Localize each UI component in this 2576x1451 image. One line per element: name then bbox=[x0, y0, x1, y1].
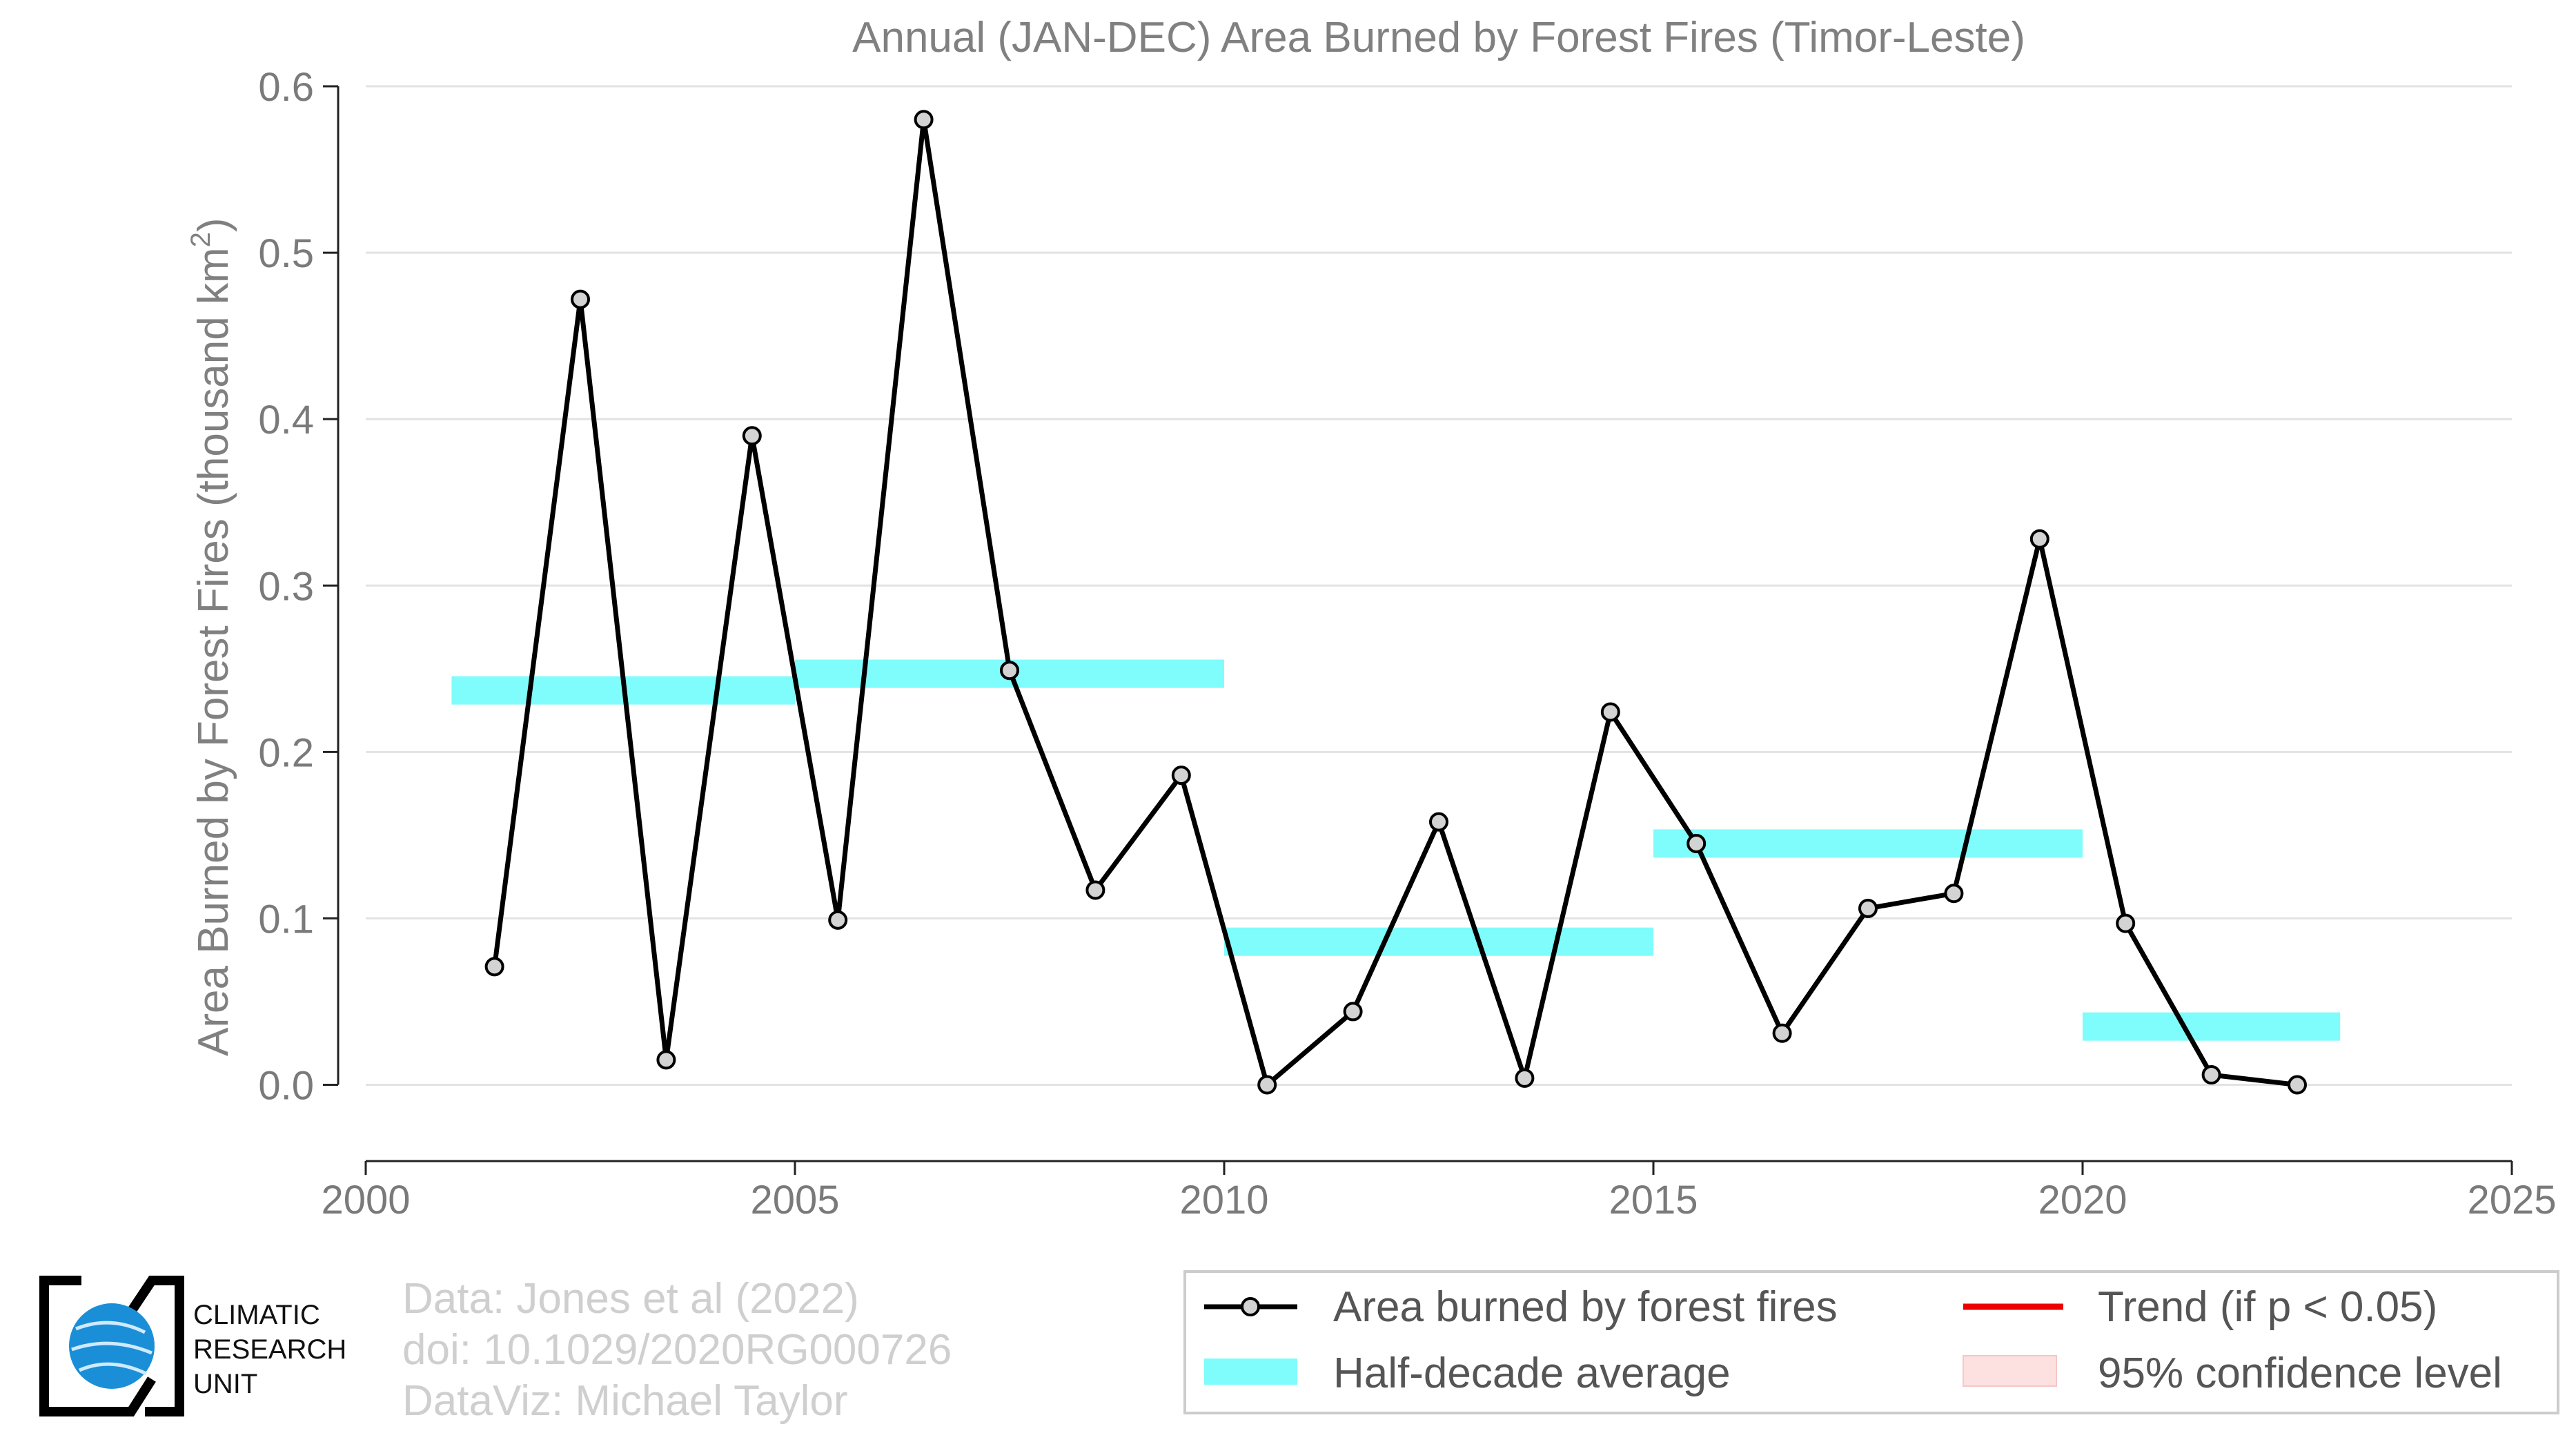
y-tick-label: 0.1 bbox=[258, 897, 314, 942]
logo-bracket-left bbox=[39, 1276, 156, 1416]
logo-bracket-right bbox=[127, 1276, 184, 1416]
x-tick-label: 2020 bbox=[2038, 1178, 2127, 1223]
data-point bbox=[1944, 884, 1964, 904]
credits: Data: Jones et al (2022) doi: 10.1029/20… bbox=[402, 1274, 952, 1427]
chart-title: Annual (JAN-DEC) Area Burned by Forest F… bbox=[852, 14, 2025, 61]
credit-dataviz: DataViz: Michael Taylor bbox=[402, 1377, 848, 1425]
data-point bbox=[914, 110, 934, 130]
data-point bbox=[1772, 1023, 1792, 1043]
data-point bbox=[2029, 529, 2049, 549]
data-series bbox=[484, 110, 2307, 1095]
legend-label-half-decade: Half-decade average bbox=[1333, 1350, 1731, 1397]
legend-marker-swatch bbox=[1241, 1297, 1260, 1316]
legend-label-confidence: 95% confidence level bbox=[2098, 1350, 2502, 1397]
y-tick-label: 0.6 bbox=[258, 65, 314, 110]
cru-wordmark: CLIMATIC RESEARCH UNIT bbox=[193, 1298, 346, 1401]
x-tick-label: 2000 bbox=[321, 1178, 410, 1223]
cru-logo bbox=[39, 1276, 184, 1416]
legend-ci-swatch bbox=[1963, 1355, 2057, 1387]
x-tick-label: 2015 bbox=[1609, 1178, 1698, 1223]
data-point bbox=[571, 289, 590, 309]
series-line bbox=[492, 119, 2298, 1089]
y-axis-label: Area Burned by Forest Fires (thousand km… bbox=[186, 217, 237, 1056]
data-point bbox=[2288, 1075, 2307, 1095]
y-tick-label: 0.2 bbox=[258, 730, 314, 775]
cru-line-2: RESEARCH bbox=[193, 1334, 347, 1365]
credit-doi: doi: 10.1029/2020RG000726 bbox=[402, 1326, 952, 1374]
globe-swirl-icon bbox=[71, 1321, 153, 1376]
y-axis: 0.0 0.1 0.2 0.3 0.4 0.5 0.6 bbox=[258, 65, 340, 1109]
y-tick-label: 0.4 bbox=[258, 398, 314, 442]
y-tick-label: 0.5 bbox=[258, 231, 314, 276]
data-point bbox=[484, 957, 504, 977]
y-tick-label: 0.0 bbox=[258, 1064, 314, 1109]
data-point bbox=[1085, 880, 1105, 900]
data-point bbox=[1171, 766, 1191, 786]
legend: Area burned by forest fires Trend (if p … bbox=[1183, 1270, 2559, 1414]
data-point bbox=[2116, 913, 2136, 933]
data-point bbox=[1687, 833, 1707, 853]
x-tick-label: 2005 bbox=[750, 1178, 839, 1223]
half-decade-bands bbox=[451, 659, 2341, 1041]
cru-line-1: CLIMATIC bbox=[193, 1300, 320, 1330]
data-point bbox=[1429, 812, 1448, 832]
data-point bbox=[828, 910, 848, 930]
half-decade-band bbox=[2083, 1012, 2341, 1041]
y-gridlines bbox=[366, 85, 2512, 1087]
legend-label-trend: Trend (if p < 0.05) bbox=[2098, 1283, 2437, 1331]
credit-data: Data: Jones et al (2022) bbox=[402, 1275, 859, 1323]
legend-frame bbox=[1183, 1270, 2559, 1414]
data-point bbox=[1343, 1002, 1363, 1022]
data-point bbox=[1858, 898, 1878, 918]
data-point bbox=[1257, 1075, 1277, 1095]
legend-band-swatch bbox=[1204, 1359, 1297, 1385]
y-tick-label: 0.3 bbox=[258, 564, 314, 609]
legend-label-area-burned: Area burned by forest fires bbox=[1333, 1283, 1838, 1331]
cru-line-3: UNIT bbox=[193, 1369, 258, 1399]
half-decade-band bbox=[1224, 927, 1653, 956]
x-tick-label: 2010 bbox=[1179, 1178, 1268, 1223]
x-tick-label: 2025 bbox=[2467, 1178, 2556, 1223]
data-point bbox=[742, 426, 762, 446]
half-decade-band bbox=[1653, 829, 2083, 858]
x-axis: 2000 2005 2010 2015 2020 2025 bbox=[321, 1160, 2557, 1223]
data-point bbox=[1000, 661, 1019, 681]
data-point bbox=[1600, 702, 1620, 722]
data-point bbox=[656, 1050, 676, 1070]
data-point bbox=[2201, 1065, 2221, 1085]
data-point bbox=[1515, 1068, 1535, 1088]
